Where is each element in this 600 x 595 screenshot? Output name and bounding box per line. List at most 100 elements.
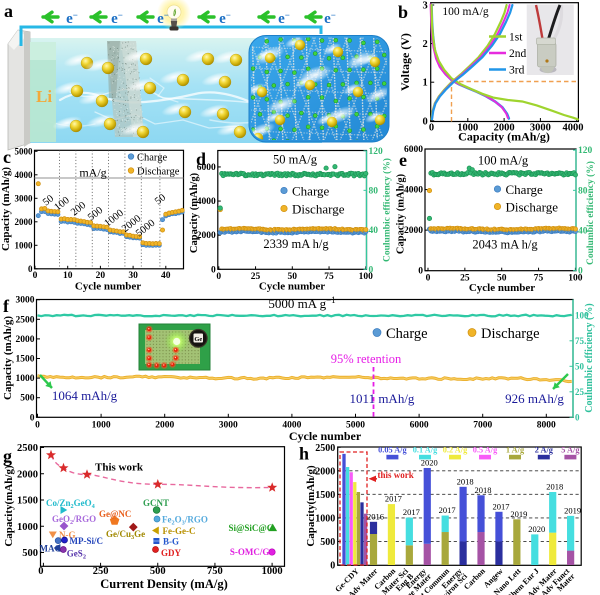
- svg-text:1064 mAh/g: 1064 mAh/g: [52, 388, 118, 403]
- svg-text:2: 2: [422, 39, 427, 50]
- svg-text:2000: 2000: [16, 335, 35, 345]
- svg-text:e: e: [399, 150, 407, 170]
- svg-text:Charge: Charge: [292, 184, 330, 199]
- svg-text:0.2 A/g: 0.2 A/g: [443, 446, 468, 455]
- svg-text:a: a: [4, 1, 13, 21]
- svg-text:50: 50: [575, 361, 585, 371]
- svg-text:GeS2: GeS2: [67, 549, 86, 561]
- svg-text:0: 0: [330, 561, 335, 572]
- svg-text:This work: This work: [95, 462, 144, 474]
- svg-text:2017: 2017: [439, 505, 456, 515]
- svg-text:Fe2O3/RGO: Fe2O3/RGO: [162, 515, 208, 527]
- svg-text:2339 mA h/g: 2339 mA h/g: [263, 237, 329, 251]
- svg-text:80: 80: [578, 186, 588, 196]
- svg-text:100: 100: [575, 310, 589, 320]
- svg-text:1000: 1000: [315, 513, 335, 524]
- svg-text:this work: this work: [378, 470, 414, 480]
- svg-text:2017: 2017: [403, 507, 420, 517]
- svg-text:Charge: Charge: [137, 153, 167, 164]
- svg-text:Capacity (mAh/g): Capacity (mAh/g): [2, 316, 14, 400]
- svg-text:1000: 1000: [15, 240, 34, 250]
- svg-text:Co/Zn2GeO4: Co/Zn2GeO4: [46, 498, 96, 510]
- svg-text:40: 40: [161, 271, 171, 281]
- svg-text:4000: 4000: [282, 421, 301, 431]
- svg-text:e−: e−: [111, 10, 123, 27]
- svg-text:120: 120: [369, 147, 384, 157]
- svg-text:2500: 2500: [17, 443, 38, 454]
- svg-text:S-OMC/Ge: S-OMC/Ge: [230, 547, 274, 557]
- svg-text:30: 30: [128, 271, 138, 281]
- svg-text:2020: 2020: [421, 457, 438, 467]
- svg-text:926 mAh/g: 926 mAh/g: [505, 391, 564, 406]
- svg-text:500: 500: [150, 566, 166, 577]
- svg-text:B-G: B-G: [163, 537, 179, 547]
- svg-text:Cycle number: Cycle number: [75, 281, 141, 293]
- svg-text:6000: 6000: [197, 163, 216, 173]
- svg-text:Capacity(mAh/g): Capacity(mAh/g): [305, 465, 317, 547]
- svg-text:1: 1: [422, 78, 427, 89]
- svg-text:6000: 6000: [404, 145, 423, 155]
- svg-text:e−: e−: [66, 10, 78, 27]
- svg-text:3000: 3000: [15, 193, 34, 203]
- svg-text:500: 500: [320, 537, 335, 548]
- svg-text:25: 25: [575, 387, 585, 397]
- svg-text:0: 0: [422, 116, 427, 127]
- svg-text:0: 0: [30, 413, 35, 423]
- svg-text:1st: 1st: [509, 32, 523, 44]
- svg-text:1500: 1500: [315, 490, 335, 501]
- svg-text:3rd: 3rd: [509, 65, 525, 77]
- svg-text:Capacity (mAh/g): Capacity (mAh/g): [396, 173, 407, 254]
- svg-text:100 mA/g: 100 mA/g: [478, 154, 529, 168]
- svg-text:Charge: Charge: [506, 182, 544, 197]
- svg-text:75: 75: [324, 272, 334, 282]
- svg-text:100 mA/g: 100 mA/g: [442, 6, 489, 18]
- svg-text:3000: 3000: [16, 296, 35, 306]
- svg-text:Coulumbic efficiency (%): Coulumbic efficiency (%): [382, 158, 393, 262]
- svg-text:Discharge: Discharge: [292, 202, 345, 217]
- svg-text:4000: 4000: [197, 197, 216, 207]
- svg-text:2018: 2018: [546, 481, 563, 491]
- svg-text:2020: 2020: [528, 524, 545, 534]
- svg-text:2019: 2019: [564, 505, 581, 515]
- svg-text:2000: 2000: [197, 231, 216, 241]
- svg-text:Cycle number: Cycle number: [289, 429, 362, 443]
- svg-text:Discharge: Discharge: [506, 200, 559, 215]
- svg-text:2000: 2000: [155, 421, 174, 431]
- svg-text:e−: e−: [157, 10, 169, 27]
- svg-text:e−: e−: [278, 10, 290, 27]
- svg-text:Ge/Cu3Ge: Ge/Cu3Ge: [106, 529, 145, 541]
- svg-text:MP-Si/C: MP-Si/C: [70, 536, 104, 546]
- svg-text:Discharge: Discharge: [137, 167, 180, 178]
- svg-text:3000: 3000: [219, 421, 238, 431]
- svg-text:4000: 4000: [563, 123, 584, 134]
- svg-text:Cycle number: Cycle number: [469, 282, 535, 294]
- svg-text:500: 500: [20, 394, 35, 404]
- svg-text:25: 25: [460, 274, 470, 284]
- svg-text:e−: e−: [219, 10, 231, 27]
- svg-text:75: 75: [575, 336, 585, 346]
- svg-text:40: 40: [578, 227, 588, 237]
- svg-text:2 A/g: 2 A/g: [535, 446, 554, 455]
- svg-text:25: 25: [251, 272, 261, 282]
- svg-text:75: 75: [534, 274, 544, 284]
- svg-text:2000: 2000: [17, 469, 38, 480]
- svg-text:0.1 A/g: 0.1 A/g: [413, 446, 438, 455]
- svg-text:2000: 2000: [494, 123, 515, 134]
- svg-text:Capacity (mAh/g): Capacity (mAh/g): [458, 130, 550, 144]
- svg-text:Current Density (mA/g): Current Density (mA/g): [100, 577, 228, 591]
- svg-text:Si@SiC@C: Si@SiC@C: [229, 523, 274, 533]
- svg-text:1000: 1000: [262, 566, 283, 577]
- svg-text:500: 500: [22, 548, 38, 559]
- svg-text:1000: 1000: [17, 522, 38, 533]
- svg-text:0: 0: [578, 267, 583, 277]
- svg-text:2nd: 2nd: [509, 48, 527, 60]
- svg-text:80: 80: [369, 186, 379, 196]
- svg-text:0: 0: [211, 265, 216, 275]
- svg-text:1011 mAh/g: 1011 mAh/g: [350, 391, 415, 406]
- svg-text:Capacity(mAh/g): Capacity(mAh/g): [3, 465, 15, 547]
- svg-text:1500: 1500: [16, 355, 35, 365]
- svg-text:2016: 2016: [367, 511, 384, 521]
- svg-text:1 A/g: 1 A/g: [506, 446, 525, 455]
- svg-text:0: 0: [369, 265, 374, 275]
- svg-text:d: d: [196, 149, 206, 169]
